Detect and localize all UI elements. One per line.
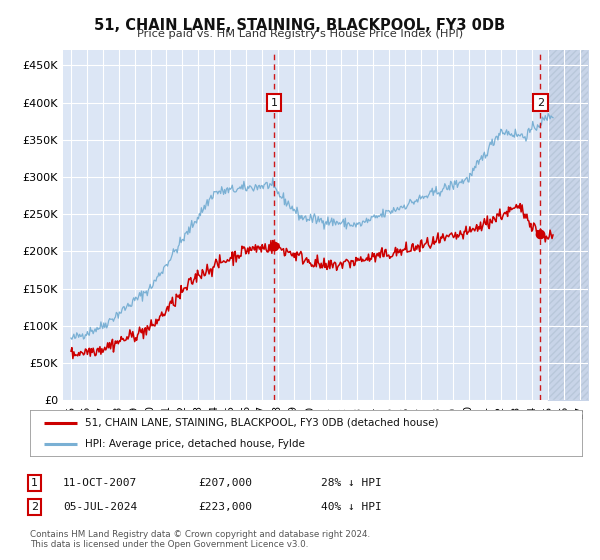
Text: 2: 2 bbox=[537, 97, 544, 108]
Text: 40% ↓ HPI: 40% ↓ HPI bbox=[321, 502, 382, 512]
Text: HPI: Average price, detached house, Fylde: HPI: Average price, detached house, Fyld… bbox=[85, 439, 305, 449]
Text: 51, CHAIN LANE, STAINING, BLACKPOOL, FY3 0DB (detached house): 51, CHAIN LANE, STAINING, BLACKPOOL, FY3… bbox=[85, 418, 439, 428]
Text: 11-OCT-2007: 11-OCT-2007 bbox=[63, 478, 137, 488]
Text: 2: 2 bbox=[31, 502, 38, 512]
Text: £223,000: £223,000 bbox=[198, 502, 252, 512]
Text: Contains HM Land Registry data © Crown copyright and database right 2024.: Contains HM Land Registry data © Crown c… bbox=[30, 530, 370, 539]
Text: 05-JUL-2024: 05-JUL-2024 bbox=[63, 502, 137, 512]
Text: This data is licensed under the Open Government Licence v3.0.: This data is licensed under the Open Gov… bbox=[30, 540, 308, 549]
Text: 28% ↓ HPI: 28% ↓ HPI bbox=[321, 478, 382, 488]
Text: £207,000: £207,000 bbox=[198, 478, 252, 488]
Text: Price paid vs. HM Land Registry's House Price Index (HPI): Price paid vs. HM Land Registry's House … bbox=[137, 29, 463, 39]
Bar bbox=[548, 50, 588, 400]
Text: 1: 1 bbox=[31, 478, 38, 488]
Text: 51, CHAIN LANE, STAINING, BLACKPOOL, FY3 0DB: 51, CHAIN LANE, STAINING, BLACKPOOL, FY3… bbox=[94, 18, 506, 33]
Text: 1: 1 bbox=[271, 97, 278, 108]
